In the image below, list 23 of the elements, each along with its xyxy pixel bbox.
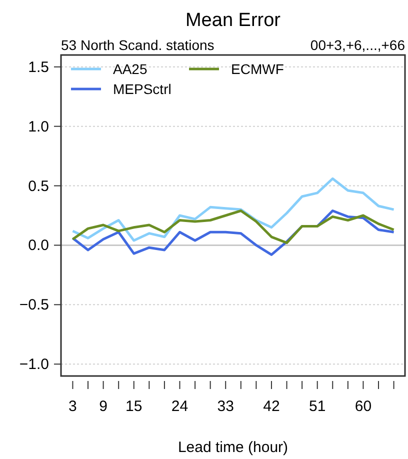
text: 00+3,+6,...,+66 — [310, 37, 406, 53]
y-tick-label: −1.0 — [19, 356, 49, 374]
x-axis-title: Lead time (hour) — [178, 439, 288, 456]
legend-label: ECMWF — [231, 61, 284, 77]
x-tick-label: 33 — [217, 398, 234, 415]
line-series — [71, 177, 396, 242]
x-tick-label: 9 — [99, 398, 108, 415]
y-tick-label: −0.5 — [19, 296, 49, 314]
y-tick-label: 1.0 — [28, 118, 49, 136]
legend-label: MEPSctrl — [113, 81, 172, 97]
line-series — [71, 209, 396, 244]
x-tick-label: 51 — [309, 398, 326, 415]
chart-title: Mean Error — [185, 10, 282, 31]
y-tick-label: 1.5 — [28, 58, 49, 76]
x-tick-label: 60 — [354, 398, 372, 415]
x-tick-label: 3 — [68, 398, 77, 415]
x-tick-label: 15 — [126, 398, 142, 415]
chart-subtitle: 53 North Scand. stations — [61, 37, 214, 53]
y-tick-label: 0.5 — [28, 178, 49, 195]
y-tick-label: 0.0 — [28, 237, 49, 254]
x-tick-label: 42 — [263, 398, 280, 415]
x-tick-label: 24 — [171, 398, 188, 415]
legend-label: AA25 — [113, 61, 148, 77]
